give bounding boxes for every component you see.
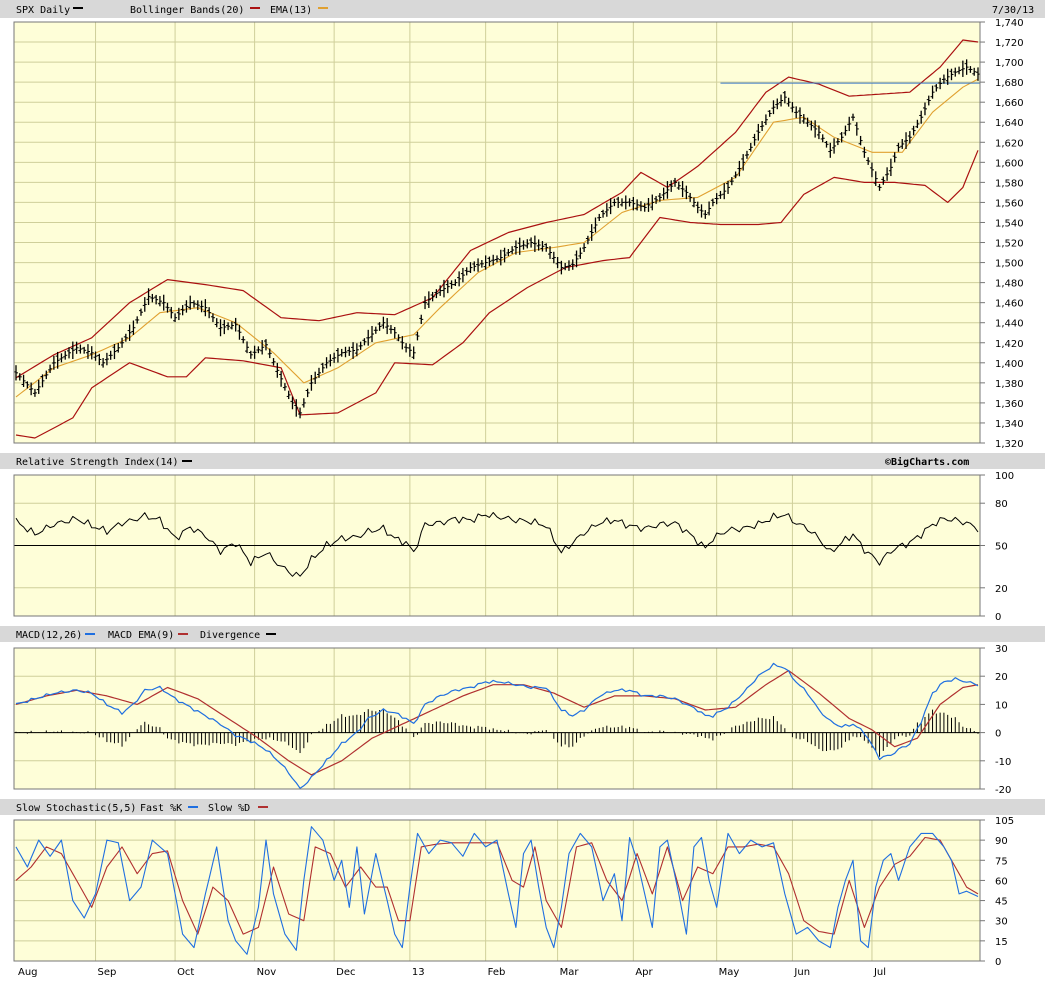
y-tick-label: 1,500 [995,259,1024,270]
bollinger-legend: Bollinger Bands(20) [130,5,244,16]
stochastic-title: Slow Stochastic(5,5) [16,803,136,814]
macd-panel-border [13,647,981,790]
y-tick-label: 30 [995,644,1008,655]
macd-legend-swatch [85,633,95,635]
y-tick-label: 1,600 [995,158,1024,169]
y-tick-label: 30 [995,917,1008,928]
y-tick-label: 1,380 [995,379,1024,390]
y-tick-label: 60 [995,876,1008,887]
y-tick-label: -20 [995,785,1011,796]
price-legend-swatch [73,7,83,9]
divergence-legend-swatch [266,633,276,635]
price-panel-border [13,21,981,444]
rsi-header-bar [0,453,1045,469]
y-tick-label: 45 [995,897,1008,908]
axis-layer: 1,320 1,340 1,360 1,380 1,400 1,420 1,440 1,460… [18,18,1024,978]
y-tick-label: 1,420 [995,339,1024,350]
y-tick-label: 1,460 [995,299,1024,310]
y-tick-label: 1,360 [995,399,1024,410]
x-tick-label: May [719,967,740,978]
fast-k-legend: Fast %K [140,803,182,814]
ema-legend-swatch [318,7,328,9]
y-tick-label: 1,480 [995,279,1024,290]
slow-d-legend: Slow %D [208,803,250,814]
x-tick-label: Sep [98,967,117,978]
y-tick-label: 80 [995,499,1008,510]
y-tick-label: 1,740 [995,18,1024,29]
price-date: 7/30/13 [992,5,1034,16]
y-tick-label: 0 [995,612,1001,623]
x-tick-label: Nov [257,967,277,978]
y-tick-label: 1,400 [995,359,1024,370]
x-tick-label: Jul [873,967,886,978]
y-tick-label: 1,540 [995,218,1024,229]
price-title: SPX Daily [16,5,70,16]
rsi-panel-border [13,474,981,617]
series-layer [14,39,980,955]
y-tick-label: 1,340 [995,419,1024,430]
stochastic-header-bar [0,799,1045,815]
y-tick-label: 1,520 [995,239,1024,250]
y-tick-label: 20 [995,584,1008,595]
copyright: ©BigCharts.com [885,456,969,468]
fast-k-legend-swatch [188,806,198,808]
slow-d-legend-swatch [258,806,268,808]
macd-title: MACD(12,26) [16,630,82,641]
rsi-title: Relative Strength Index(14) [16,457,179,468]
ema-legend: EMA(13) [270,5,312,16]
y-tick-label: 1,720 [995,38,1024,49]
x-tick-label: Mar [560,967,580,978]
x-tick-label: Aug [18,967,38,978]
y-tick-label: 100 [995,471,1014,482]
y-tick-label: 1,560 [995,198,1024,209]
y-tick-label: 75 [995,856,1008,867]
macd-signal-line [15,669,979,776]
stochastic-panel-border [13,819,981,962]
x-tick-label: Apr [635,967,653,978]
price-header-bar [0,0,1045,18]
y-tick-label: 1,580 [995,178,1024,189]
y-tick-label: 50 [995,542,1008,553]
ema-line [15,78,979,398]
x-tick-label: Oct [177,967,194,978]
y-tick-label: 1,680 [995,78,1024,89]
rsi-line [15,512,979,577]
price-panel [14,22,980,443]
y-tick-label: 1,640 [995,118,1024,129]
y-tick-label: 10 [995,700,1008,711]
y-tick-label: 1,440 [995,319,1024,330]
y-tick-label: 1,660 [995,98,1024,109]
y-tick-label: -10 [995,757,1011,768]
x-tick-label: 13 [412,967,425,978]
bollinger-upper-line [15,39,979,379]
divergence-legend: Divergence [200,630,260,641]
y-tick-label: 15 [995,937,1008,948]
y-tick-label: 105 [995,816,1014,827]
x-tick-label: Feb [488,967,506,978]
macd-header-bar [0,626,1045,642]
macd-ema-legend-swatch [178,633,188,635]
slow-d-line [15,836,979,935]
macd-panel [14,648,980,789]
x-tick-label: Jun [793,967,810,978]
y-tick-label: 90 [995,836,1008,847]
y-tick-label: 1,620 [995,138,1024,149]
macd-line [15,662,979,789]
bollinger-legend-swatch [250,7,260,9]
y-tick-label: 0 [995,957,1001,968]
macd-ema-legend: MACD EMA(9) [108,630,174,641]
y-tick-label: 1,700 [995,58,1024,69]
y-tick-label: 20 [995,672,1008,683]
x-tick-label: Dec [336,967,355,978]
rsi-legend-swatch [182,460,192,462]
fast-k-line [15,826,979,955]
y-tick-label: 0 [995,729,1001,740]
y-tick-label: 1,320 [995,439,1024,450]
bollinger-lower-line [15,150,979,439]
